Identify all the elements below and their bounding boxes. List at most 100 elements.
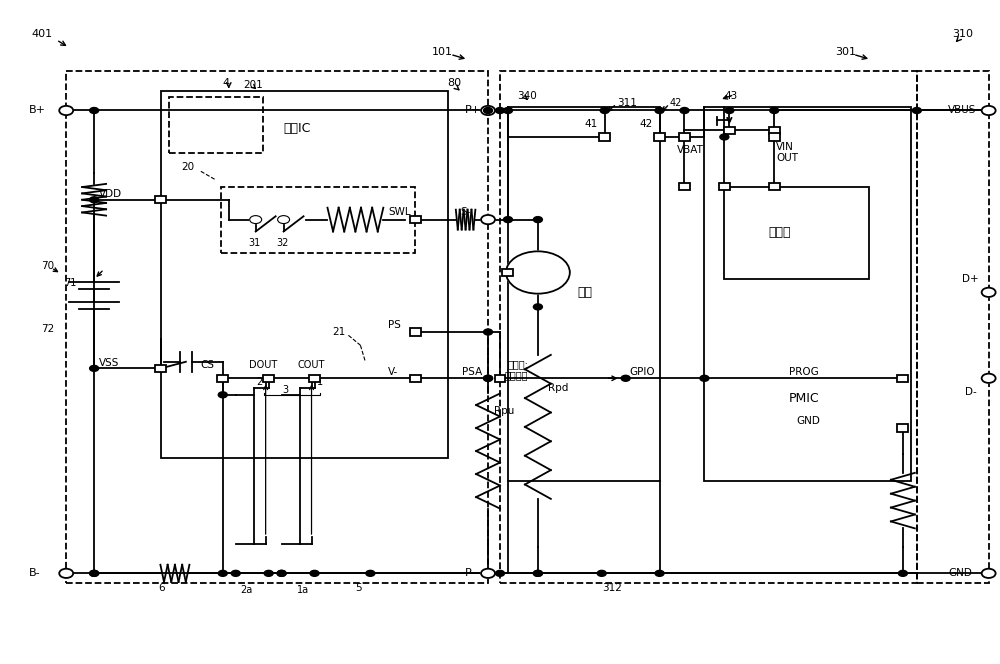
- Text: 4: 4: [223, 78, 230, 88]
- Bar: [217, 374, 228, 382]
- Bar: [410, 374, 421, 382]
- Text: 70: 70: [41, 261, 54, 271]
- Text: P+: P+: [465, 106, 481, 116]
- Circle shape: [90, 570, 99, 576]
- Bar: [654, 133, 665, 141]
- Circle shape: [700, 375, 709, 381]
- Text: 101: 101: [432, 46, 453, 56]
- Circle shape: [982, 106, 996, 115]
- Text: 301: 301: [835, 46, 856, 56]
- Circle shape: [496, 108, 504, 114]
- Text: VDD: VDD: [99, 189, 122, 199]
- Text: 31: 31: [249, 238, 261, 248]
- Bar: [155, 365, 166, 372]
- Circle shape: [496, 375, 504, 381]
- Text: VBUS: VBUS: [948, 106, 976, 116]
- Circle shape: [481, 569, 495, 578]
- Text: 310: 310: [952, 29, 973, 39]
- Bar: [719, 183, 730, 190]
- Circle shape: [533, 570, 542, 576]
- Bar: [508, 107, 660, 481]
- Text: PS: PS: [388, 321, 401, 331]
- Circle shape: [655, 108, 664, 114]
- Circle shape: [655, 570, 664, 576]
- Text: 节电模式: 节电模式: [505, 370, 528, 380]
- Bar: [221, 187, 415, 253]
- Circle shape: [898, 570, 907, 576]
- Circle shape: [277, 570, 286, 576]
- Circle shape: [621, 375, 630, 381]
- Circle shape: [484, 329, 493, 335]
- Text: GPIO: GPIO: [630, 367, 655, 376]
- Circle shape: [90, 197, 99, 203]
- Text: 401: 401: [31, 29, 52, 39]
- Text: VIN: VIN: [776, 142, 794, 152]
- Circle shape: [982, 374, 996, 383]
- Text: 201: 201: [244, 80, 263, 90]
- Bar: [769, 133, 780, 141]
- Circle shape: [912, 108, 921, 114]
- Text: VSS: VSS: [99, 358, 119, 368]
- Text: VBAT: VBAT: [677, 145, 703, 155]
- Text: 32: 32: [277, 238, 289, 248]
- Bar: [502, 269, 513, 276]
- Bar: [679, 183, 690, 190]
- Text: 311: 311: [617, 98, 637, 108]
- Text: 3: 3: [283, 385, 289, 395]
- Bar: [263, 374, 274, 382]
- Circle shape: [533, 570, 542, 576]
- Circle shape: [533, 216, 542, 222]
- Circle shape: [231, 570, 240, 576]
- Bar: [309, 374, 320, 382]
- Text: CS: CS: [201, 360, 215, 370]
- Text: 1a: 1a: [297, 585, 309, 595]
- Circle shape: [680, 108, 689, 114]
- Circle shape: [600, 108, 609, 114]
- Circle shape: [366, 570, 375, 576]
- Bar: [704, 107, 911, 481]
- Text: 输入高:: 输入高:: [508, 359, 529, 369]
- Circle shape: [218, 392, 227, 398]
- Circle shape: [982, 569, 996, 578]
- Text: SWL: SWL: [388, 207, 411, 216]
- Bar: [769, 127, 780, 134]
- Circle shape: [90, 108, 99, 114]
- Text: 43: 43: [724, 91, 738, 101]
- Circle shape: [725, 108, 734, 114]
- Bar: [169, 97, 263, 153]
- Bar: [155, 196, 166, 203]
- Text: 71: 71: [64, 278, 77, 288]
- Circle shape: [484, 375, 493, 381]
- Circle shape: [250, 216, 262, 224]
- Bar: [410, 216, 421, 223]
- Bar: [161, 91, 448, 457]
- Text: 2a: 2a: [241, 585, 253, 595]
- Bar: [917, 71, 989, 583]
- Circle shape: [484, 108, 493, 114]
- Bar: [897, 424, 908, 432]
- Circle shape: [277, 570, 286, 576]
- Text: 驱动器: 驱动器: [768, 226, 790, 239]
- Text: 2: 2: [257, 376, 263, 386]
- Circle shape: [484, 375, 493, 381]
- Circle shape: [278, 216, 290, 224]
- Text: GND: GND: [796, 416, 820, 426]
- Text: 80: 80: [447, 78, 461, 88]
- Bar: [495, 374, 505, 382]
- Text: 21: 21: [332, 327, 346, 337]
- Circle shape: [506, 252, 570, 293]
- Text: 42: 42: [640, 119, 653, 129]
- Text: Rpd: Rpd: [548, 383, 568, 393]
- Bar: [679, 133, 690, 141]
- Bar: [724, 187, 869, 279]
- Text: 40: 40: [548, 258, 561, 268]
- Text: DOUT: DOUT: [249, 360, 277, 370]
- Text: 系统: 系统: [578, 286, 593, 299]
- Text: PROG: PROG: [789, 367, 819, 376]
- Circle shape: [218, 570, 227, 576]
- Text: COUT: COUT: [298, 360, 325, 370]
- Circle shape: [90, 365, 99, 371]
- Circle shape: [481, 106, 495, 115]
- Text: 20: 20: [181, 162, 194, 172]
- Text: D-: D-: [965, 386, 977, 396]
